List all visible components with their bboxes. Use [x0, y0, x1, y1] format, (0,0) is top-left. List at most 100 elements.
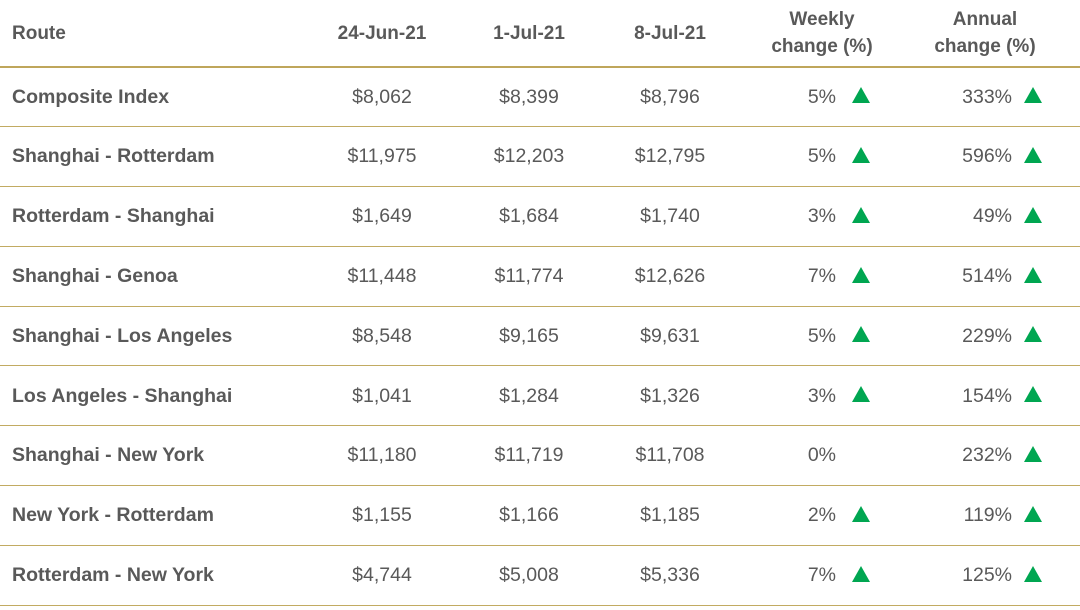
route-cell: New York - Rotterdam — [12, 504, 214, 527]
up-arrow-cell — [1020, 247, 1046, 305]
up-arrow-icon — [1024, 266, 1042, 283]
up-arrow-cell — [1020, 307, 1046, 365]
route-cell: Rotterdam - New York — [12, 564, 214, 587]
rate-cell-date-2: $9,165 — [499, 324, 559, 347]
header-date-1: 24-Jun-21 — [337, 22, 427, 44]
weekly-change-cell: 5% — [807, 324, 836, 347]
table-header-row: Route 24-Jun-21 1-Jul-21 8-Jul-21 Weekly… — [0, 0, 1080, 68]
up-arrow-cell — [1020, 367, 1046, 425]
weekly-change-cell: 3% — [807, 384, 836, 407]
up-arrow-icon — [1024, 386, 1042, 403]
up-arrow-icon — [1024, 146, 1042, 163]
rate-cell-date-1: $4,744 — [352, 564, 412, 587]
up-arrow-icon — [852, 206, 870, 223]
annual-change-cell: 154% — [962, 384, 1012, 407]
up-arrow-icon — [852, 505, 870, 522]
up-arrow-icon — [852, 146, 870, 163]
up-arrow-cell — [848, 68, 874, 126]
route-cell: Rotterdam - Shanghai — [12, 205, 215, 228]
weekly-change-cell: 3% — [807, 205, 836, 228]
up-arrow-icon — [852, 386, 870, 403]
route-cell: Shanghai - Los Angeles — [12, 324, 233, 347]
rate-cell-date-2: $12,203 — [493, 145, 565, 168]
annual-change-cell: 125% — [962, 564, 1012, 587]
header-date-3: 8-Jul-21 — [634, 22, 706, 44]
rate-cell-date-1: $11,180 — [347, 444, 417, 467]
up-arrow-cell — [848, 188, 874, 246]
header-annual-line-2: change (%) — [934, 36, 1036, 57]
rate-cell-date-2: $11,774 — [494, 265, 564, 288]
up-arrow-cell — [1020, 427, 1046, 485]
weekly-change-cell: 7% — [807, 564, 836, 587]
up-arrow-cell — [1020, 68, 1046, 126]
rate-cell-date-2: $11,719 — [494, 444, 564, 467]
rate-cell-date-2: $5,008 — [499, 564, 559, 587]
rate-cell-date-3: $1,740 — [640, 205, 700, 228]
up-arrow-cell — [1020, 128, 1046, 186]
up-arrow-icon — [852, 87, 870, 104]
rate-cell-date-1: $1,155 — [352, 504, 412, 527]
weekly-change-cell: 2% — [807, 504, 836, 527]
table-row: Shanghai - Los Angeles $8,548 $9,165 $9,631… — [0, 307, 1080, 367]
up-arrow-cell — [848, 307, 874, 365]
route-cell: Shanghai - New York — [12, 444, 205, 467]
up-arrow-cell — [848, 427, 874, 485]
header-weekly-line-1: Weekly — [789, 9, 855, 30]
annual-change-cell: 596% — [962, 145, 1012, 168]
header-annual-change: Annual change (%) — [920, 0, 1050, 66]
rate-cell-date-2: $1,684 — [499, 205, 559, 228]
up-arrow-cell — [1020, 188, 1046, 246]
rate-cell-date-3: $1,185 — [640, 504, 700, 527]
up-arrow-icon — [852, 326, 870, 343]
header-route: Route — [12, 22, 66, 44]
annual-change-cell: 514% — [962, 265, 1012, 288]
rate-cell-date-1: $8,548 — [352, 324, 412, 347]
table-row: New York - Rotterdam $1,155 $1,166 $1,185 2%… — [0, 487, 1080, 546]
rate-cell-date-2: $1,284 — [499, 384, 559, 407]
up-arrow-icon — [1024, 505, 1042, 522]
rate-cell-date-1: $11,975 — [347, 145, 417, 168]
table-row: Rotterdam - New York $4,744 $5,008 $5,336 7%… — [0, 546, 1080, 606]
table-row: Rotterdam - Shanghai $1,649 $1,684 $1,740 3%… — [0, 188, 1080, 247]
up-arrow-icon — [1024, 565, 1042, 582]
table-row: Shanghai - Rotterdam $11,975 $12,203 $12,79… — [0, 128, 1080, 188]
up-arrow-cell — [848, 367, 874, 425]
table-row: Los Angeles - Shanghai $1,041 $1,284 $1,326… — [0, 367, 1080, 427]
up-arrow-cell — [1020, 546, 1046, 604]
weekly-change-cell: 7% — [807, 265, 836, 288]
up-arrow-cell — [848, 487, 874, 545]
up-arrow-cell — [1020, 487, 1046, 545]
annual-change-cell: 229% — [962, 324, 1012, 347]
route-cell: Shanghai - Genoa — [12, 265, 178, 288]
weekly-change-cell: 5% — [807, 145, 836, 168]
header-date-2: 1-Jul-21 — [493, 22, 565, 44]
header-weekly-change: Weekly change (%) — [760, 0, 884, 66]
annual-change-cell: 119% — [963, 504, 1012, 527]
route-cell: Shanghai - Rotterdam — [12, 145, 215, 168]
rate-cell-date-3: $8,796 — [640, 85, 700, 108]
up-arrow-icon — [852, 266, 870, 283]
route-cell: Los Angeles - Shanghai — [12, 384, 233, 407]
up-arrow-icon — [1024, 326, 1042, 343]
up-arrow-icon — [1024, 206, 1042, 223]
annual-change-cell: 49% — [972, 205, 1012, 228]
rate-cell-date-3: $5,336 — [640, 564, 700, 587]
rate-cell-date-3: $11,708 — [635, 444, 705, 467]
rate-cell-date-3: $1,326 — [640, 384, 700, 407]
up-arrow-cell — [848, 546, 874, 604]
table-row: Shanghai - Genoa $11,448 $11,774 $12,626 7% 5… — [0, 247, 1080, 307]
rate-cell-date-3: $9,631 — [640, 324, 700, 347]
weekly-change-cell: 5% — [807, 85, 836, 108]
rate-cell-date-1: $1,649 — [352, 205, 412, 228]
up-arrow-icon — [1024, 87, 1042, 104]
up-arrow-cell — [848, 247, 874, 305]
rate-cell-date-3: $12,626 — [634, 265, 706, 288]
header-weekly-line-2: change (%) — [771, 36, 873, 57]
up-arrow-icon — [1024, 445, 1042, 462]
up-arrow-icon — [852, 565, 870, 582]
rate-cell-date-3: $12,795 — [634, 145, 706, 168]
rate-cell-date-1: $11,448 — [347, 265, 417, 288]
rate-cell-date-2: $1,166 — [499, 504, 559, 527]
table-row: Shanghai - New York $11,180 $11,719 $11,708… — [0, 427, 1080, 487]
